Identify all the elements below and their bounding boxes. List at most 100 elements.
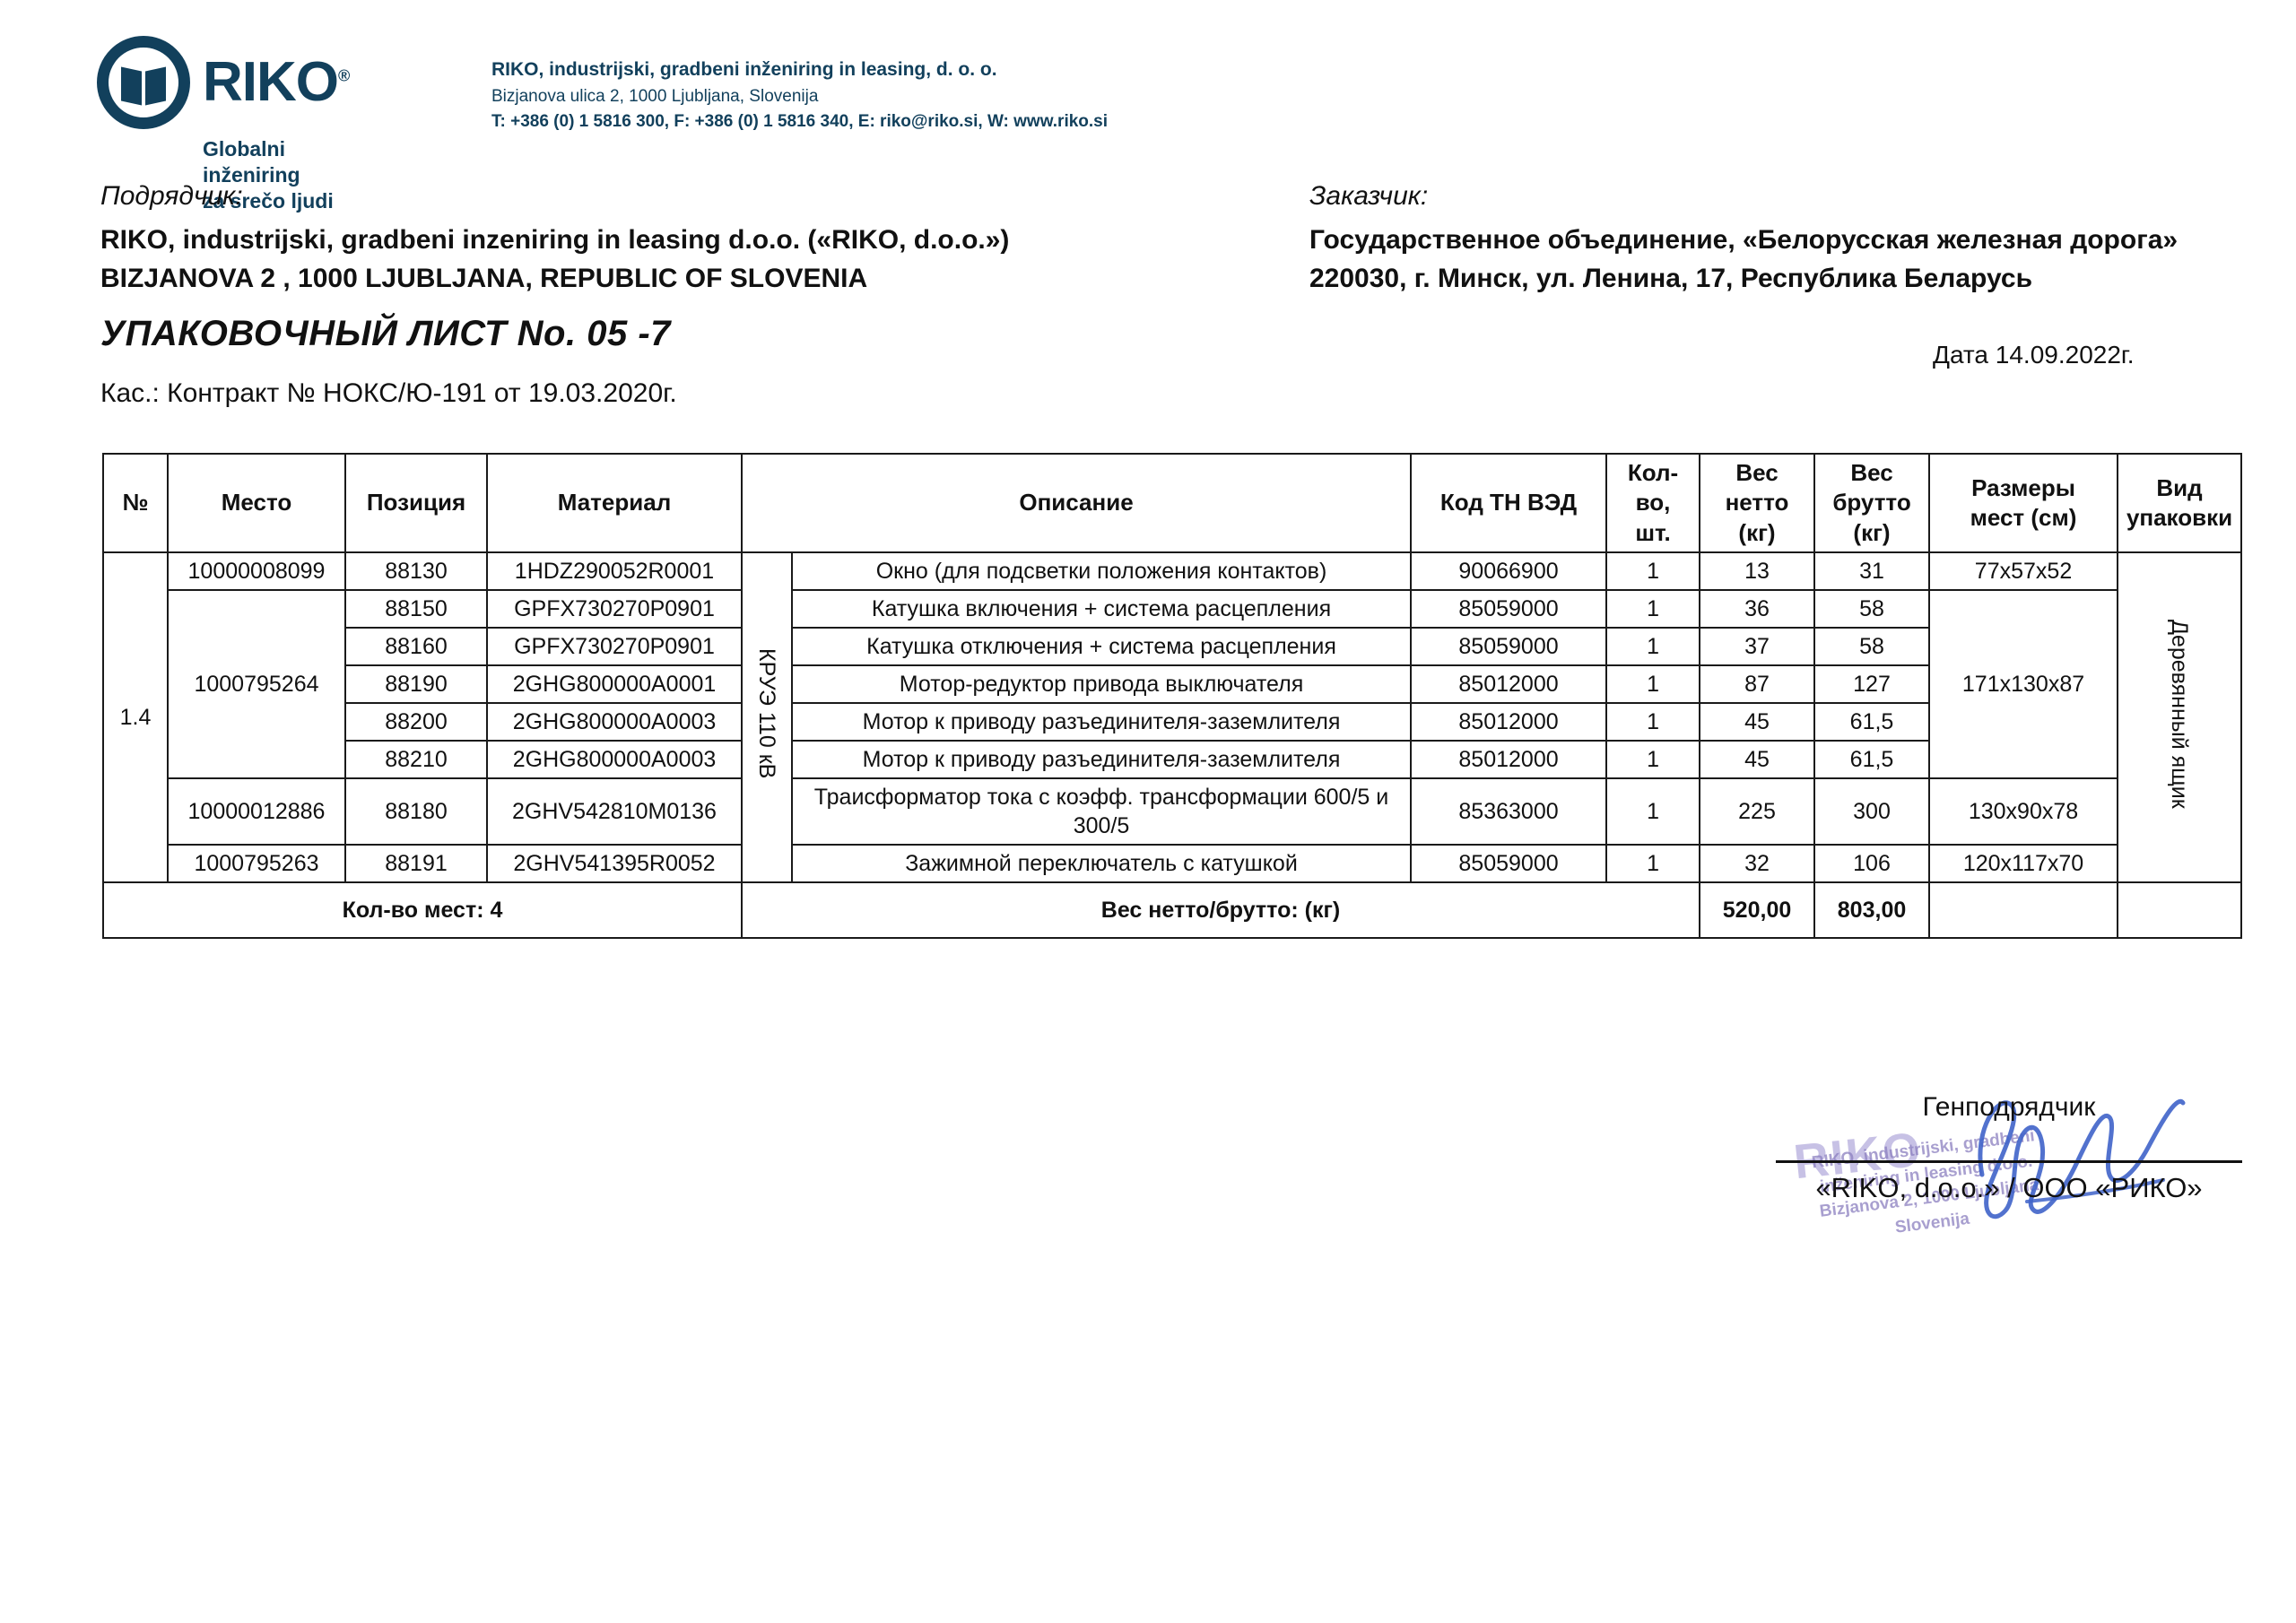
- cell-description: Мотор к приводу разъединителя-заземлител…: [790, 740, 1413, 779]
- packaging-vertical-label: Деревянный ящик: [2167, 619, 2193, 809]
- cell-position: 88180: [344, 777, 488, 846]
- header-gross-line-1: Вес: [1850, 459, 1893, 487]
- table-row: 88190 2GHG800000A0001 Мотор-редуктор при…: [103, 664, 2241, 704]
- contractor-name: RIKO, industrijski, gradbeni inzeniring …: [100, 225, 1010, 255]
- cell-code: 85012000: [1410, 702, 1608, 742]
- riko-logo-text: RIKO: [203, 51, 339, 113]
- cell-gross-weight: 106: [1813, 844, 1931, 883]
- cell-net-weight: 45: [1699, 702, 1816, 742]
- cell-code: 85012000: [1410, 740, 1608, 779]
- totals-packaging-empty: [2117, 881, 2243, 939]
- header-packaging-line-2: упаковки: [2126, 504, 2233, 531]
- table-row: 1000795263 88191 2GHV541395R0052 Зажимно…: [103, 844, 2241, 883]
- company-details: RIKO, industrijski, gradbeni inženiring …: [491, 56, 1108, 135]
- cell-material: GPFX730270P0901: [486, 589, 743, 629]
- cell-description: Мотор-редуктор привода выключателя: [790, 664, 1413, 704]
- registered-trademark-icon: ®: [338, 66, 350, 85]
- cell-net-weight: 36: [1699, 589, 1816, 629]
- signature-rule: [1776, 1160, 2242, 1163]
- cell-dimensions: 171x130x87: [1928, 589, 2119, 779]
- row-number: 1.4: [102, 551, 169, 883]
- cell-description: Мотор к приводу разъединителя-заземлител…: [790, 702, 1413, 742]
- cell-code: 90066900: [1410, 551, 1608, 591]
- total-weight-label: Вес нетто/брутто: (кг): [740, 881, 1701, 939]
- table-header-row: № Место Позиция Материал Описание Код ТН…: [102, 453, 2243, 553]
- cell-code: 85363000: [1410, 777, 1608, 846]
- cell-net-weight: 32: [1699, 844, 1816, 883]
- table-totals-row: Кол-во мест: 4 Вес нетто/брутто: (кг) 52…: [102, 881, 2243, 939]
- cell-code: 85012000: [1410, 664, 1608, 704]
- cell-net-weight: 87: [1699, 664, 1816, 704]
- cell-position: 88210: [344, 740, 488, 779]
- customer-block: Заказчик: Государственное объединение, «…: [1309, 176, 2178, 298]
- cell-material: 2GHV541395R0052: [486, 844, 743, 883]
- contractor-address: BIZJANOVA 2 , 1000 LJUBLJANA, REPUBLIC O…: [100, 263, 868, 293]
- page-title: УПАКОВОЧНЫЙ ЛИСТ No. 05 -7: [100, 314, 671, 353]
- header-dimensions: Размеры мест (см): [1928, 453, 2119, 553]
- cell-description: Траисформатор тока с коэфф. трансформаци…: [790, 777, 1413, 846]
- signature-block: Генподрядчик «RIKO, d.o.o.» / ООО «РИКО»: [1776, 1092, 2242, 1204]
- cell-quantity: 1: [1605, 551, 1701, 591]
- cell-place: 1000795264: [167, 589, 346, 779]
- cell-code: 85059000: [1410, 627, 1608, 666]
- cell-place: 10000008099: [167, 551, 346, 591]
- cell-position: 88190: [344, 664, 488, 704]
- customer-name: Государственное объединение, «Белорусска…: [1309, 225, 2179, 255]
- packing-table-wrapper: № Место Позиция Материал Описание Код ТН…: [102, 453, 2243, 939]
- cell-dimensions: 130x90x78: [1928, 777, 2119, 846]
- contract-reference: Кас.: Контракт № НОКС/Ю-191 от 19.03.202…: [100, 378, 677, 408]
- total-gross-weight: 803,00: [1813, 881, 1931, 939]
- header-gross-line-2: брутто: [1832, 489, 1911, 516]
- company-address: Bizjanova ulica 2, 1000 Ljubljana, Slove…: [491, 86, 819, 106]
- cell-position: 88150: [344, 589, 488, 629]
- header-packaging: Вид упаковки: [2117, 453, 2243, 553]
- header-dimensions-line-2: мест (см): [1970, 504, 2077, 531]
- group-vertical-label: КРУЭ 110 кВ: [754, 648, 779, 779]
- cell-position: 88160: [344, 627, 488, 666]
- cell-dimensions: 120x117x70: [1928, 844, 2119, 883]
- riko-tagline: Globalni inženiring za srečo ljudi: [203, 136, 357, 213]
- cell-material: GPFX730270P0901: [486, 627, 743, 666]
- cell-material: 2GHG800000A0003: [486, 740, 743, 779]
- cell-quantity: 1: [1605, 740, 1701, 779]
- cell-description: Зажимной переключатель с катушкой: [790, 844, 1413, 883]
- cell-material: 1HDZ290052R0001: [486, 551, 743, 591]
- header-net-weight: Вес нетто (кг): [1699, 453, 1816, 553]
- cell-description: Окно (для подсветки положения контактов): [790, 551, 1413, 591]
- cell-material: 2GHG800000A0001: [486, 664, 743, 704]
- packing-list-table: № Место Позиция Материал Описание Код ТН…: [102, 453, 2243, 939]
- contractor-label: Подрядчик:: [100, 181, 243, 211]
- header-quantity-line-3: шт.: [1635, 518, 1671, 546]
- cell-position: 88191: [344, 844, 488, 883]
- cell-gross-weight: 58: [1813, 589, 1931, 629]
- cell-quantity: 1: [1605, 844, 1701, 883]
- cell-net-weight: 225: [1699, 777, 1816, 846]
- header-net-line-1: Вес: [1735, 459, 1779, 487]
- cell-dimensions: 77x57x52: [1928, 551, 2119, 591]
- header-gross-line-3: (кг): [1853, 518, 1891, 546]
- riko-logo: RIKO® Globalni inženiring za srečo ljudi: [97, 36, 357, 213]
- header-packaging-line-1: Вид: [2156, 473, 2203, 501]
- customer-address: 220030, г. Минск, ул. Ленина, 17, Респуб…: [1309, 263, 2033, 293]
- cell-net-weight: 45: [1699, 740, 1816, 779]
- header-position: Позиция: [344, 453, 488, 553]
- cell-material: 2GHG800000A0003: [486, 702, 743, 742]
- table-row: 1.4 10000008099 88130 1HDZ290052R0001 КР…: [102, 551, 2243, 883]
- header-dimensions-line-1: Размеры: [1971, 473, 2075, 501]
- header-net-line-2: нетто: [1725, 489, 1789, 516]
- table-row: 88200 2GHG800000A0003 Мотор к приводу ра…: [103, 702, 2241, 742]
- header-gross-weight: Вес брутто (кг): [1813, 453, 1931, 553]
- tagline-line-2: za srečo ljudi: [203, 188, 334, 213]
- cell-description: Катушка включения + система расцепления: [790, 589, 1413, 629]
- totals-dimensions-empty: [1928, 881, 2119, 939]
- table-row: 10000012886 88180 2GHV542810M0136 Траисф…: [103, 777, 2241, 846]
- header-no: №: [102, 453, 169, 553]
- header-quantity: Кол- во, шт.: [1605, 453, 1701, 553]
- cell-gross-weight: 31: [1813, 551, 1931, 591]
- cell-gross-weight: 61,5: [1813, 740, 1931, 779]
- cell-net-weight: 13: [1699, 551, 1816, 591]
- cell-quantity: 1: [1605, 777, 1701, 846]
- riko-logo-wordmark: RIKO®: [203, 55, 350, 110]
- table-row: 88160 GPFX730270P0901 Катушка отключения…: [103, 627, 2241, 666]
- cell-code: 85059000: [1410, 844, 1608, 883]
